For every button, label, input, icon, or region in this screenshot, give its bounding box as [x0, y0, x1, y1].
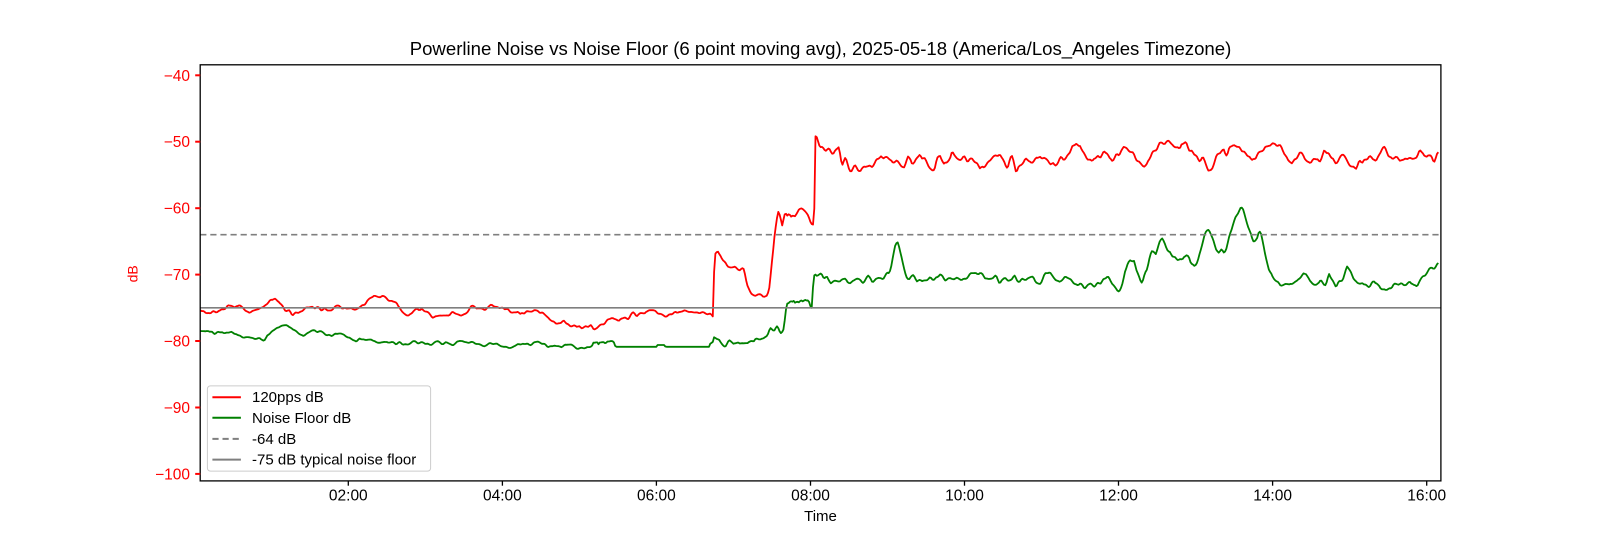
svg-text:−90: −90: [164, 400, 191, 417]
svg-text:−80: −80: [164, 334, 191, 351]
svg-text:Noise Floor dB: Noise Floor dB: [252, 410, 351, 427]
svg-text:−100: −100: [155, 466, 190, 483]
svg-text:−60: −60: [164, 201, 191, 218]
svg-text:dB: dB: [125, 265, 141, 282]
svg-text:Powerline Noise vs Noise Floor: Powerline Noise vs Noise Floor (6 point …: [410, 38, 1232, 60]
svg-text:-64 dB: -64 dB: [252, 431, 296, 448]
svg-text:14:00: 14:00: [1253, 488, 1292, 505]
svg-text:−70: −70: [164, 267, 191, 284]
svg-text:08:00: 08:00: [791, 488, 830, 505]
svg-text:16:00: 16:00: [1407, 488, 1446, 505]
svg-text:−40: −40: [164, 68, 191, 85]
svg-text:12:00: 12:00: [1099, 488, 1138, 505]
svg-text:120pps dB: 120pps dB: [252, 389, 324, 406]
svg-text:−50: −50: [164, 134, 191, 151]
svg-text:Time: Time: [804, 508, 837, 525]
svg-text:06:00: 06:00: [637, 488, 676, 505]
svg-text:04:00: 04:00: [483, 488, 522, 505]
svg-text:02:00: 02:00: [329, 488, 368, 505]
svg-text:10:00: 10:00: [945, 488, 984, 505]
svg-text:-75 dB typical noise floor: -75 dB typical noise floor: [252, 452, 416, 469]
